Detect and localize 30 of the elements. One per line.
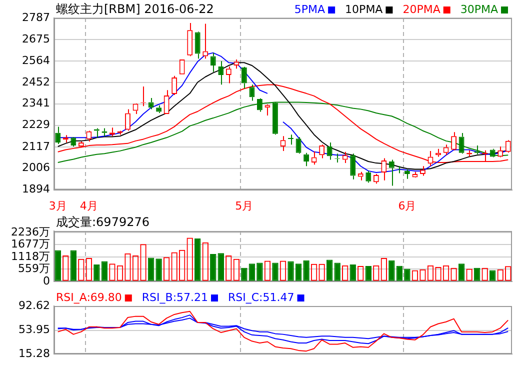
y-tick-label: 15.28 bbox=[18, 346, 50, 360]
x-tick-label: 3月 bbox=[48, 199, 67, 212]
y-tick-label: 1677万 bbox=[11, 238, 50, 251]
y-tick-label: 2229 bbox=[22, 118, 50, 132]
legend-label: 5PMA bbox=[294, 2, 326, 16]
legend-label: RSI_C:51.47 bbox=[228, 290, 294, 304]
y-tick-label: 53.95 bbox=[18, 322, 50, 336]
x-tick-label: 5月 bbox=[235, 199, 254, 212]
y-tick-label: 559万 bbox=[18, 262, 50, 276]
y-tick-label: 2006 bbox=[22, 161, 50, 174]
y-tick-label: 2452 bbox=[22, 75, 50, 88]
y-tick-label: 2787 bbox=[22, 10, 50, 24]
y-tick-label: 1118万 bbox=[11, 250, 50, 263]
legend-label: 30PMA bbox=[460, 2, 498, 16]
x-tick-label: 6月 bbox=[398, 199, 416, 212]
y-tick-label: 92.62 bbox=[18, 298, 50, 312]
x-tick-label: 4月 bbox=[80, 199, 98, 212]
legend-label: RSI_B:57.21 bbox=[142, 290, 208, 304]
y-tick-label: 2564 bbox=[22, 54, 50, 67]
y-tick-label: 2341 bbox=[22, 96, 50, 110]
y-tick-label: 1894 bbox=[22, 182, 50, 196]
chart-title: 螺纹主力[RBM] 2016-06-22 bbox=[56, 2, 214, 16]
y-tick-label: 2236万 bbox=[11, 225, 50, 238]
legend-label: RSI_A:69.80 bbox=[56, 290, 122, 304]
chart-title: 成交量:6979276 bbox=[56, 215, 150, 230]
y-tick-label: 2675 bbox=[22, 32, 50, 46]
legend-label: 20PMA bbox=[402, 2, 441, 16]
y-tick-label: 2117 bbox=[22, 140, 50, 153]
y-tick-label: 0 bbox=[43, 274, 50, 288]
legend-label: 10PMA bbox=[345, 2, 384, 16]
